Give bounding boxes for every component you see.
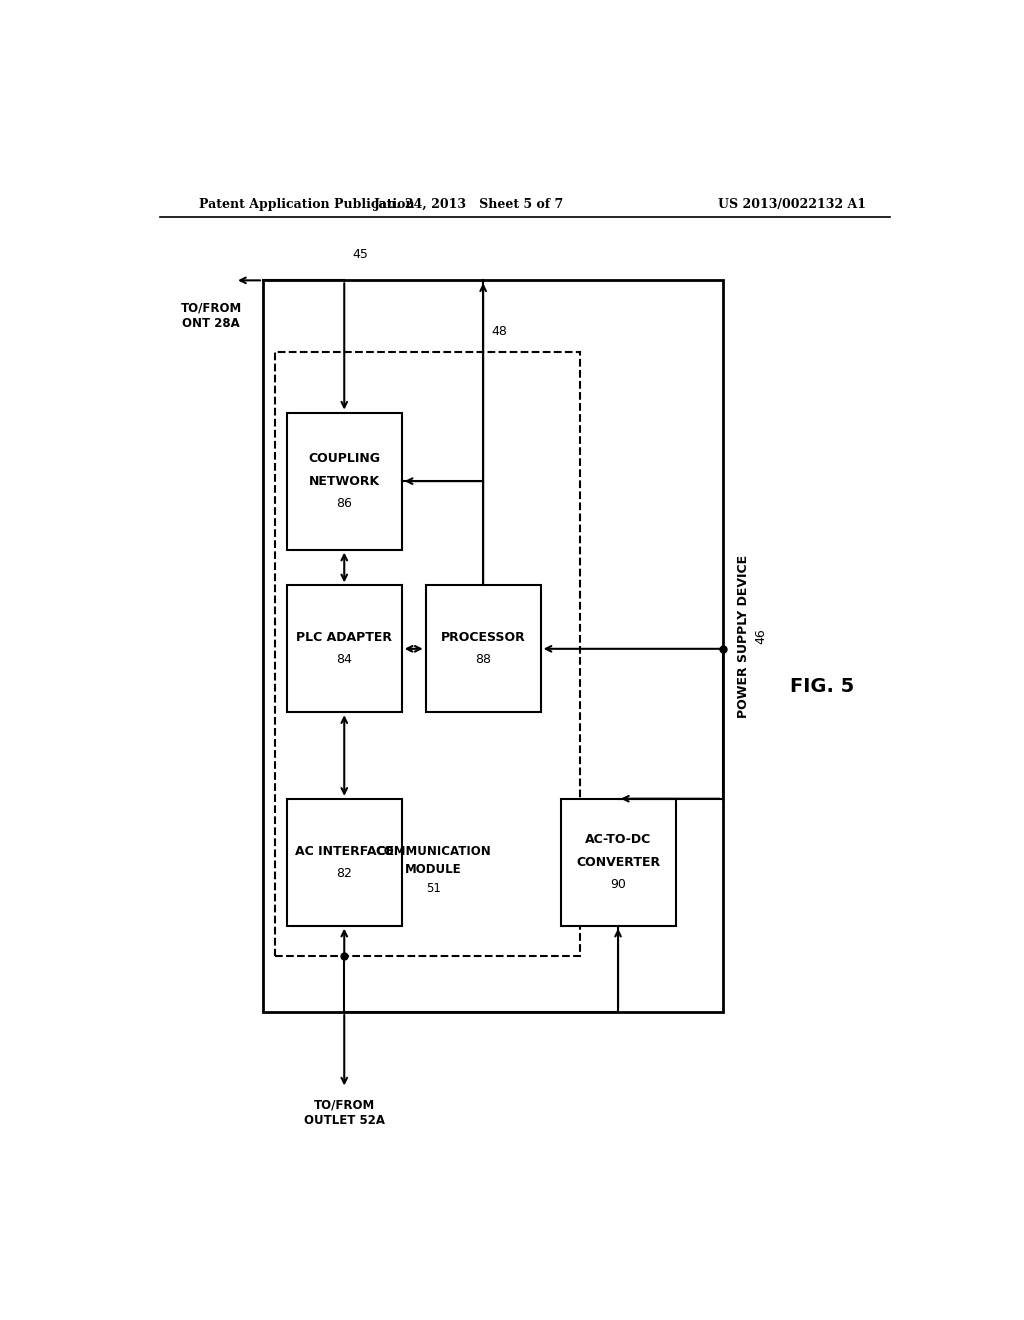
- Bar: [274, 351, 581, 956]
- Text: Patent Application Publication: Patent Application Publication: [200, 198, 415, 211]
- Bar: [287, 413, 401, 549]
- Text: CONVERTER: CONVERTER: [575, 855, 660, 869]
- Text: TO/FROM
ONT 28A: TO/FROM ONT 28A: [180, 302, 242, 330]
- Text: COMMUNICATION: COMMUNICATION: [376, 845, 492, 858]
- Bar: [560, 799, 676, 925]
- Bar: [263, 280, 723, 1012]
- Text: 86: 86: [336, 496, 352, 510]
- Text: MODULE: MODULE: [406, 863, 462, 876]
- Text: 46: 46: [754, 628, 767, 644]
- Text: 82: 82: [336, 867, 352, 880]
- Text: 84: 84: [336, 653, 352, 667]
- Text: COUPLING: COUPLING: [308, 453, 380, 465]
- Text: 45: 45: [352, 248, 368, 261]
- Bar: [287, 799, 401, 925]
- Bar: [426, 585, 541, 713]
- Text: 48: 48: [492, 325, 507, 338]
- Text: 88: 88: [475, 653, 492, 667]
- Text: TO/FROM
OUTLET 52A: TO/FROM OUTLET 52A: [304, 1098, 385, 1126]
- Text: 51: 51: [426, 882, 441, 895]
- Text: US 2013/0022132 A1: US 2013/0022132 A1: [718, 198, 866, 211]
- Text: AC-TO-DC: AC-TO-DC: [585, 833, 651, 846]
- Text: 90: 90: [610, 878, 626, 891]
- Text: AC INTERFACE: AC INTERFACE: [295, 845, 394, 858]
- Text: PLC ADAPTER: PLC ADAPTER: [296, 631, 392, 644]
- Text: POWER SUPPLY DEVICE: POWER SUPPLY DEVICE: [736, 554, 750, 718]
- Text: FIG. 5: FIG. 5: [791, 677, 854, 697]
- Bar: [287, 585, 401, 713]
- Text: Jan. 24, 2013   Sheet 5 of 7: Jan. 24, 2013 Sheet 5 of 7: [374, 198, 564, 211]
- Text: PROCESSOR: PROCESSOR: [440, 631, 525, 644]
- Text: NETWORK: NETWORK: [308, 475, 380, 487]
